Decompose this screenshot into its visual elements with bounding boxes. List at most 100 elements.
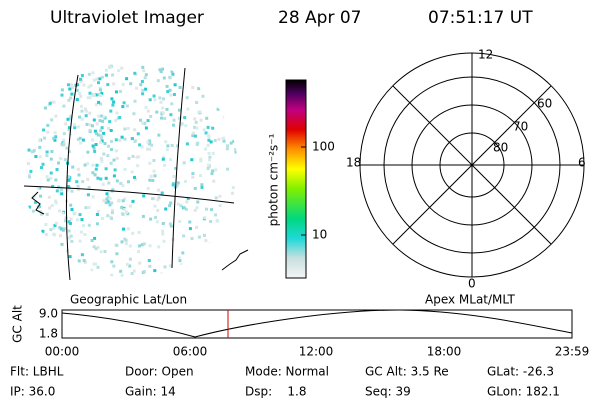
pixel	[94, 103, 98, 107]
pixel	[133, 128, 137, 132]
pixel	[137, 155, 141, 159]
pixel	[106, 195, 110, 199]
pixel	[59, 157, 63, 161]
pixel	[148, 141, 152, 145]
y-tick-label: 1.8	[39, 327, 58, 341]
pixel	[60, 188, 63, 192]
pixel	[76, 184, 80, 188]
pixel	[163, 265, 167, 269]
pixel	[110, 139, 113, 143]
pixel	[43, 136, 46, 140]
pixel	[102, 152, 106, 156]
pixel	[141, 214, 145, 218]
pixel	[92, 78, 96, 82]
pixel	[91, 195, 95, 199]
pixel	[199, 159, 203, 163]
pixel	[50, 118, 54, 122]
pixel	[152, 159, 156, 162]
pixel	[46, 123, 50, 127]
pixel	[172, 93, 176, 96]
pixel	[88, 129, 92, 133]
pixel	[193, 117, 197, 121]
pixel	[123, 207, 127, 211]
pixel	[106, 214, 110, 218]
pixel	[121, 212, 125, 216]
pixel	[69, 234, 73, 238]
pixel	[69, 114, 73, 118]
pixel	[79, 77, 82, 81]
pixel	[67, 178, 71, 182]
pixel	[234, 148, 238, 152]
pixel	[53, 223, 57, 227]
pixel	[45, 154, 49, 158]
pixel	[218, 204, 222, 208]
pixel	[178, 259, 182, 263]
pixel	[100, 114, 104, 118]
pixel	[100, 139, 104, 143]
image-disk	[26, 64, 238, 277]
pixel	[168, 76, 172, 80]
pixel	[101, 119, 105, 123]
pixel	[62, 138, 66, 142]
pixel	[78, 136, 82, 140]
pixel	[135, 86, 138, 90]
pixel	[169, 224, 173, 228]
pixel	[216, 107, 220, 111]
pixel	[161, 222, 165, 225]
pixel	[120, 205, 124, 209]
caption: Apex MLat/MLT	[425, 293, 515, 307]
pixel	[59, 234, 62, 238]
pixel	[92, 262, 96, 266]
mlat-label: 70	[513, 120, 528, 134]
pixel	[99, 134, 103, 138]
pixel	[105, 192, 109, 196]
x-tick-label: 12:00	[299, 345, 334, 359]
pixel	[80, 253, 84, 257]
pixel	[49, 176, 53, 180]
pixel	[170, 144, 174, 147]
pixel	[82, 83, 86, 87]
x-tick-label: 18:00	[427, 345, 462, 359]
pixel	[149, 174, 153, 178]
pixel	[78, 92, 82, 95]
pixel	[200, 185, 204, 189]
pixel	[84, 260, 87, 264]
pixel	[50, 150, 54, 153]
pixel	[83, 233, 87, 236]
pixel	[91, 94, 94, 98]
pixel	[136, 164, 140, 168]
pixel	[58, 209, 61, 213]
pixel	[132, 269, 136, 273]
pixel	[76, 167, 80, 171]
pixel	[100, 91, 104, 95]
pixel	[67, 236, 71, 240]
pixel	[97, 114, 101, 118]
pixel	[107, 127, 111, 130]
pixel	[80, 218, 84, 221]
info-field: Seq: 39	[365, 385, 411, 399]
pixel	[160, 272, 164, 276]
pixel	[99, 177, 103, 181]
pixel	[197, 87, 201, 91]
pixel	[80, 109, 84, 113]
pixel	[111, 208, 114, 212]
pixel	[32, 195, 36, 199]
pixel	[54, 178, 58, 182]
pixel	[104, 73, 108, 77]
pixel	[38, 155, 42, 159]
pixel	[162, 156, 166, 160]
pixel	[84, 107, 87, 111]
pixel	[193, 208, 197, 212]
pixel	[152, 94, 156, 98]
colorbar-frame	[285, 79, 307, 279]
pixel	[206, 166, 210, 170]
pixel	[162, 239, 166, 243]
pixel	[176, 202, 180, 206]
pixel	[148, 244, 152, 248]
pixel	[226, 167, 229, 171]
pixel	[69, 203, 73, 207]
pixel	[204, 147, 208, 151]
pixel	[128, 244, 132, 248]
pixel	[146, 140, 150, 144]
pixel	[207, 135, 211, 139]
